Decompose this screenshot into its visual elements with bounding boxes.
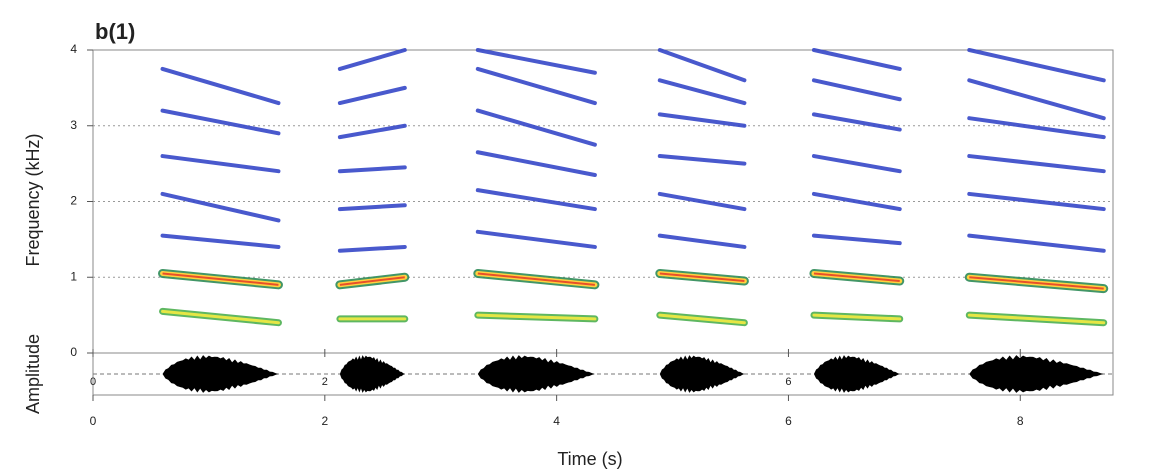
amplitude-label: Amplitude [23,334,43,414]
harmonic [967,116,1106,140]
harmonic [160,108,281,136]
harmonic [657,233,747,249]
harmonic-peak [339,276,405,286]
harmonic [475,188,597,212]
harmonic [337,165,407,174]
harmonic [811,48,902,71]
harmonic-peak [813,272,900,283]
harmonic-core [812,313,902,321]
harmonic [475,48,597,75]
amplitude-envelope [813,355,900,393]
y-tick-label: 4 [70,42,77,56]
harmonic-core [967,313,1106,325]
y-tick-label: 2 [70,194,77,208]
harmonic-peak [162,272,279,286]
harmonic-peak [477,272,595,286]
harmonic [811,112,902,132]
y-tick-label: 1 [70,269,77,283]
x-tick-label: 8 [1017,414,1024,428]
harmonic [337,48,407,71]
amplitude-tick-label: 6 [785,376,791,388]
harmonic [475,229,597,249]
harmonic [811,78,902,102]
harmonic [475,66,597,106]
harmonic [160,66,281,106]
harmonic-peak [969,276,1104,290]
x-tick-label: 6 [785,414,792,428]
harmonic [811,191,902,212]
harmonic [811,154,902,174]
y-tick-label: 0 [70,345,77,359]
amplitude-envelope [969,355,1104,393]
harmonic [967,78,1106,121]
harmonic [160,191,281,223]
amplitude-envelope [162,355,279,393]
harmonic [337,123,407,140]
amplitude-envelope [477,355,595,393]
x-tick-label: 2 [321,414,328,428]
y-tick-label: 3 [70,118,77,132]
y-axis-label: Frequency (kHz) [23,133,43,266]
harmonic [657,78,747,106]
amplitude-tick-label: 2 [322,376,328,388]
harmonic [811,233,902,246]
harmonic [160,154,281,174]
x-tick-label: 4 [553,414,560,428]
harmonic-core [161,309,280,325]
harmonic-core [658,313,746,325]
chart-title: b(1) [95,19,135,44]
harmonic-peak [659,272,745,283]
harmonic [967,233,1106,253]
x-tick-label: 0 [90,414,97,428]
harmonic-core [476,313,597,321]
amplitude-envelope [339,355,405,393]
harmonic [337,244,407,253]
harmonic [160,233,281,249]
harmonic [475,108,597,147]
harmonic [337,85,407,106]
harmonic [967,48,1106,83]
amplitude-envelope [659,355,745,393]
harmonic [967,191,1106,212]
harmonic [475,150,597,177]
amplitude-tick-label: 0 [90,376,96,388]
harmonic [657,48,747,83]
harmonic [967,154,1106,174]
harmonic [657,191,747,212]
harmonic [337,203,407,212]
harmonic [657,112,747,128]
x-axis-label: Time (s) [557,449,622,469]
harmonic [657,154,747,166]
